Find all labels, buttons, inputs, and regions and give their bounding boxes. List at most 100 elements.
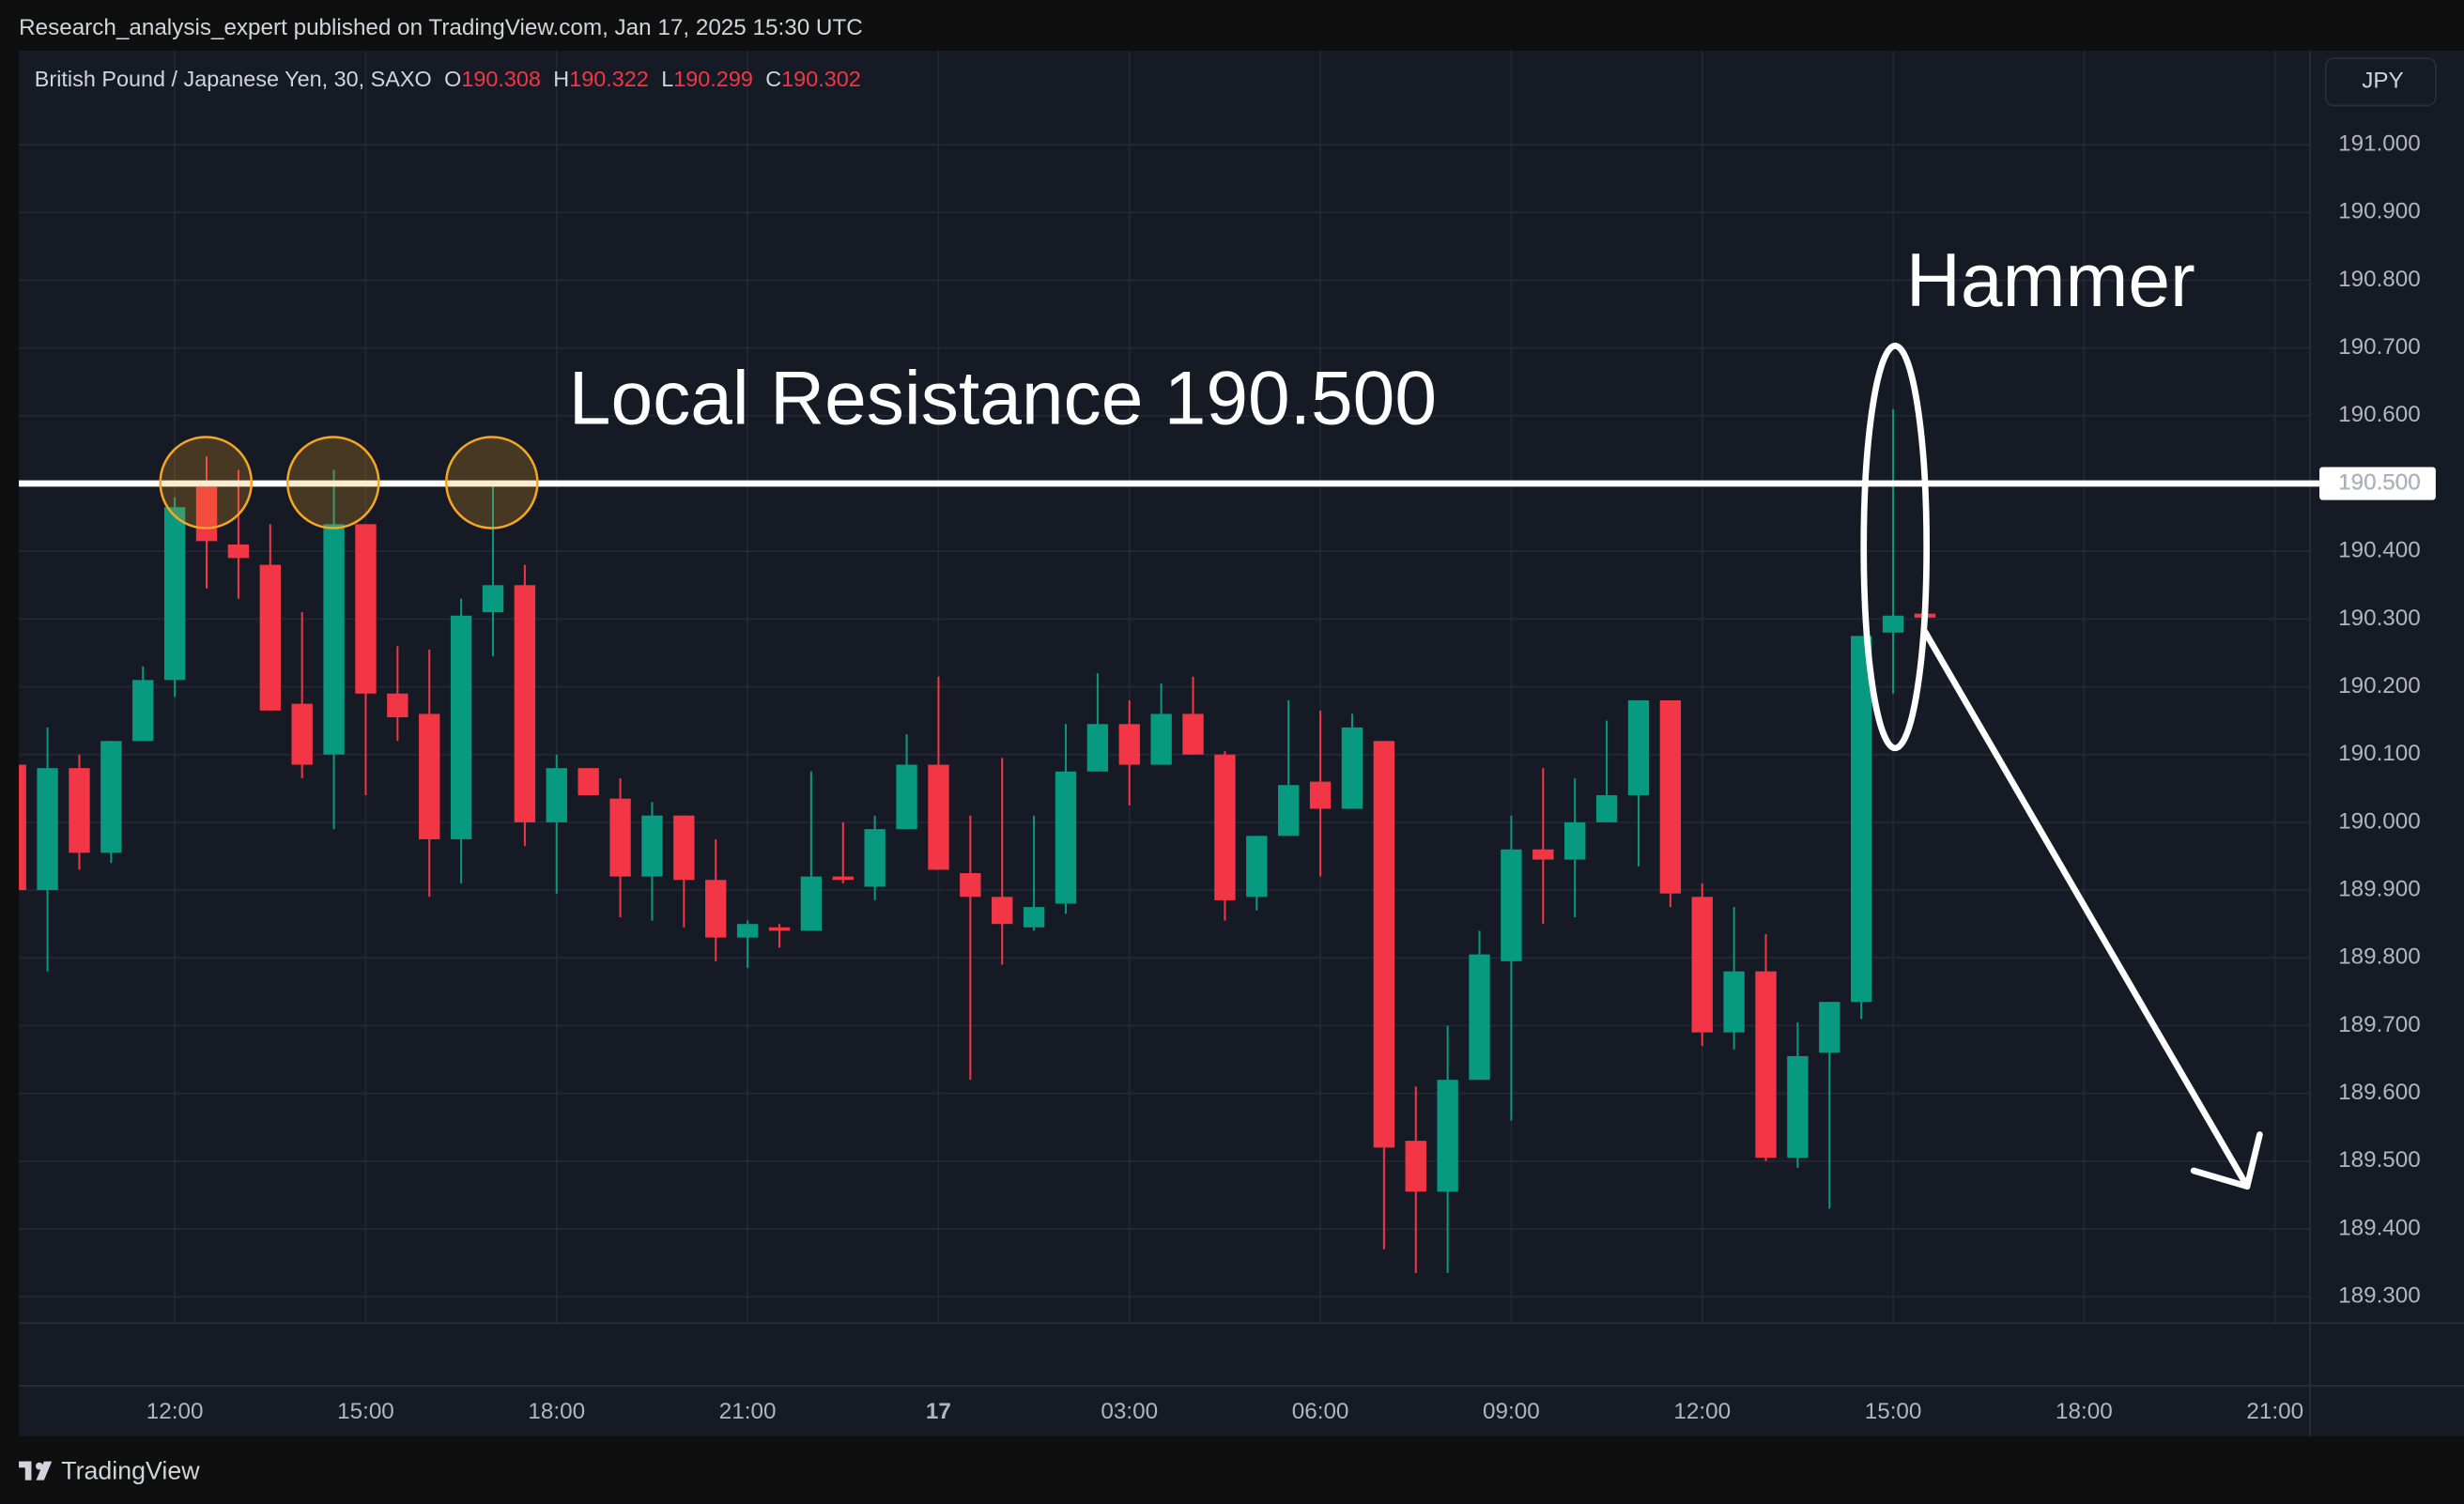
candle-body (546, 768, 567, 822)
candle-body (19, 764, 26, 891)
legend-ohlc-key: H (553, 67, 569, 91)
candle-body (960, 873, 981, 898)
resistance-annotation: Local Resistance 190.500 (569, 357, 1437, 441)
candle-body (514, 585, 536, 822)
candle-body (832, 876, 854, 881)
candle-body (1532, 849, 1554, 860)
candle-body (992, 897, 1013, 925)
legend-ohlc-key: L (661, 67, 673, 91)
x-tick-label: 18:00 (2056, 1399, 2113, 1424)
currency-label[interactable]: JPY (2362, 69, 2403, 94)
arrow-shaft (1921, 628, 2251, 1190)
x-tick-label: 03:00 (1101, 1399, 1158, 1424)
highlight-circle (159, 436, 254, 529)
y-tick-label: 189.900 (2338, 876, 2421, 901)
currency-button[interactable] (2324, 57, 2437, 107)
legend-ohlc-value: 190.299 (673, 67, 753, 91)
candle-body (1023, 907, 1045, 928)
x-tick-label: 21:00 (2246, 1399, 2303, 1424)
x-tick-label: 09:00 (1483, 1399, 1540, 1424)
hammer-annotation: Hammer (1906, 238, 2195, 323)
x-tick-label: 15:00 (1865, 1399, 1922, 1424)
y-tick-label: 190.400 (2338, 538, 2421, 563)
candle-body (609, 798, 631, 877)
y-tick-label: 190.700 (2338, 334, 2421, 360)
candle-body (768, 927, 791, 931)
candle-body (355, 524, 377, 694)
brand-logo (19, 1461, 53, 1481)
candle-body (1595, 795, 1618, 822)
candle-body (1309, 781, 1332, 809)
candle-body (673, 815, 695, 881)
x-tick-label: 12:00 (1673, 1399, 1731, 1424)
x-tick-label: 06:00 (1292, 1399, 1349, 1424)
candle-body (1469, 954, 1490, 1081)
y-tick-label: 190.900 (2338, 199, 2421, 224)
candle-body (1086, 724, 1109, 772)
y-tick-label: 190.600 (2338, 402, 2421, 427)
candle-body (641, 815, 663, 877)
y-tick-label: 189.800 (2338, 944, 2421, 970)
candle-body (1405, 1141, 1426, 1192)
resistance-label: 190.500 (2338, 469, 2421, 495)
legend-ohlc-value: 190.302 (781, 67, 861, 91)
y-tick-label: 189.400 (2338, 1215, 2421, 1240)
candle-body (259, 564, 281, 711)
y-tick-label: 189.500 (2338, 1147, 2421, 1173)
candle-body (1755, 971, 1777, 1159)
x-tick-label: 17 (926, 1399, 951, 1424)
candle-body (736, 924, 759, 938)
candle-body (227, 544, 250, 559)
y-tick-label: 190.300 (2338, 606, 2421, 631)
candle-body (705, 880, 727, 938)
candle-body (896, 764, 917, 830)
y-tick-label: 190.800 (2338, 267, 2421, 292)
candle-body (1627, 699, 1650, 796)
candle-body (578, 768, 599, 796)
candle-body (291, 703, 313, 765)
hammer-ellipse (1860, 343, 1931, 752)
y-tick-label: 190.500 (2338, 469, 2421, 495)
legend-ohlc-value: 190.322 (569, 67, 649, 91)
candle-body (163, 507, 186, 681)
candle-body (1278, 785, 1300, 836)
candle-body (1373, 741, 1395, 1148)
y-tick-label: 191.000 (2338, 131, 2421, 157)
x-tick-label: 12:00 (146, 1399, 204, 1424)
candle-body (69, 768, 90, 853)
candle-body (1787, 1055, 1809, 1159)
x-tick-label: 18:00 (528, 1399, 585, 1424)
y-tick-label: 190.200 (2338, 673, 2421, 698)
candle-body (1182, 714, 1204, 755)
legend-ohlc-value: 190.308 (461, 67, 541, 91)
candle-body (482, 585, 504, 613)
legend-ohlc-key: C (765, 67, 781, 91)
candle-body (37, 768, 58, 891)
candle-body (1341, 727, 1363, 809)
candle-body (1437, 1080, 1458, 1192)
y-tick-label: 189.700 (2338, 1012, 2421, 1037)
brand-name: TradingView (61, 1456, 200, 1484)
candle-body (1850, 636, 1872, 1003)
candle-body (928, 764, 949, 870)
candle-body (387, 693, 408, 718)
candle-body (450, 615, 472, 839)
candle-body (1214, 754, 1236, 900)
y-tick-label: 190.100 (2338, 741, 2421, 766)
arrow-head (2190, 1131, 2263, 1190)
y-tick-label: 189.300 (2338, 1283, 2421, 1309)
candle-body (323, 524, 345, 755)
candle-body (1055, 771, 1077, 904)
candle-body (100, 741, 122, 853)
candle-body (864, 829, 886, 887)
candle-body (1819, 1002, 1840, 1053)
x-tick-label: 21:00 (719, 1399, 777, 1424)
highlight-circle (285, 436, 380, 529)
candle-body (1882, 615, 1904, 633)
legend-title: British Pound / Japanese Yen, 30, SAXO (35, 67, 432, 91)
candle-body (1691, 897, 1713, 1033)
resistance-label-box (2319, 467, 2436, 500)
candle-body (1723, 971, 1745, 1033)
